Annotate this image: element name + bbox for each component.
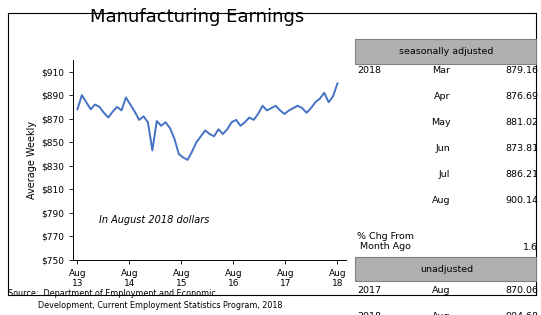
Text: Aug: Aug bbox=[432, 312, 450, 315]
Text: May: May bbox=[431, 118, 450, 127]
Text: Mar: Mar bbox=[432, 66, 450, 75]
Text: Jun: Jun bbox=[436, 144, 450, 153]
Text: Manufacturing Earnings: Manufacturing Earnings bbox=[90, 8, 305, 26]
Y-axis label: Average Weekly: Average Weekly bbox=[27, 121, 37, 199]
Text: Source:  Department of Employment and Economic
            Development, Current : Source: Department of Employment and Eco… bbox=[8, 289, 282, 310]
Text: 2018: 2018 bbox=[357, 66, 381, 75]
Text: In August 2018 dollars: In August 2018 dollars bbox=[100, 215, 210, 225]
Text: Aug: Aug bbox=[432, 196, 450, 205]
Text: 881.02: 881.02 bbox=[505, 118, 538, 127]
Text: 879.16: 879.16 bbox=[505, 66, 538, 75]
Text: 876.69: 876.69 bbox=[505, 92, 538, 101]
Text: unadjusted: unadjusted bbox=[420, 266, 473, 274]
Text: Apr: Apr bbox=[434, 92, 450, 101]
Text: 870.06: 870.06 bbox=[505, 286, 538, 295]
Text: 2017: 2017 bbox=[357, 286, 381, 295]
Text: % Chg From: % Chg From bbox=[357, 232, 414, 241]
Text: 904.68: 904.68 bbox=[505, 312, 538, 315]
Text: 873.81: 873.81 bbox=[505, 144, 538, 153]
Text: Month Ago: Month Ago bbox=[360, 242, 411, 251]
Text: 1.6: 1.6 bbox=[523, 243, 538, 252]
Text: 886.21: 886.21 bbox=[505, 170, 538, 179]
Text: Jul: Jul bbox=[439, 170, 450, 179]
Text: Aug: Aug bbox=[432, 286, 450, 295]
Text: seasonally adjusted: seasonally adjusted bbox=[399, 47, 494, 56]
Text: 2018: 2018 bbox=[357, 312, 381, 315]
Text: 900.14: 900.14 bbox=[505, 196, 538, 205]
